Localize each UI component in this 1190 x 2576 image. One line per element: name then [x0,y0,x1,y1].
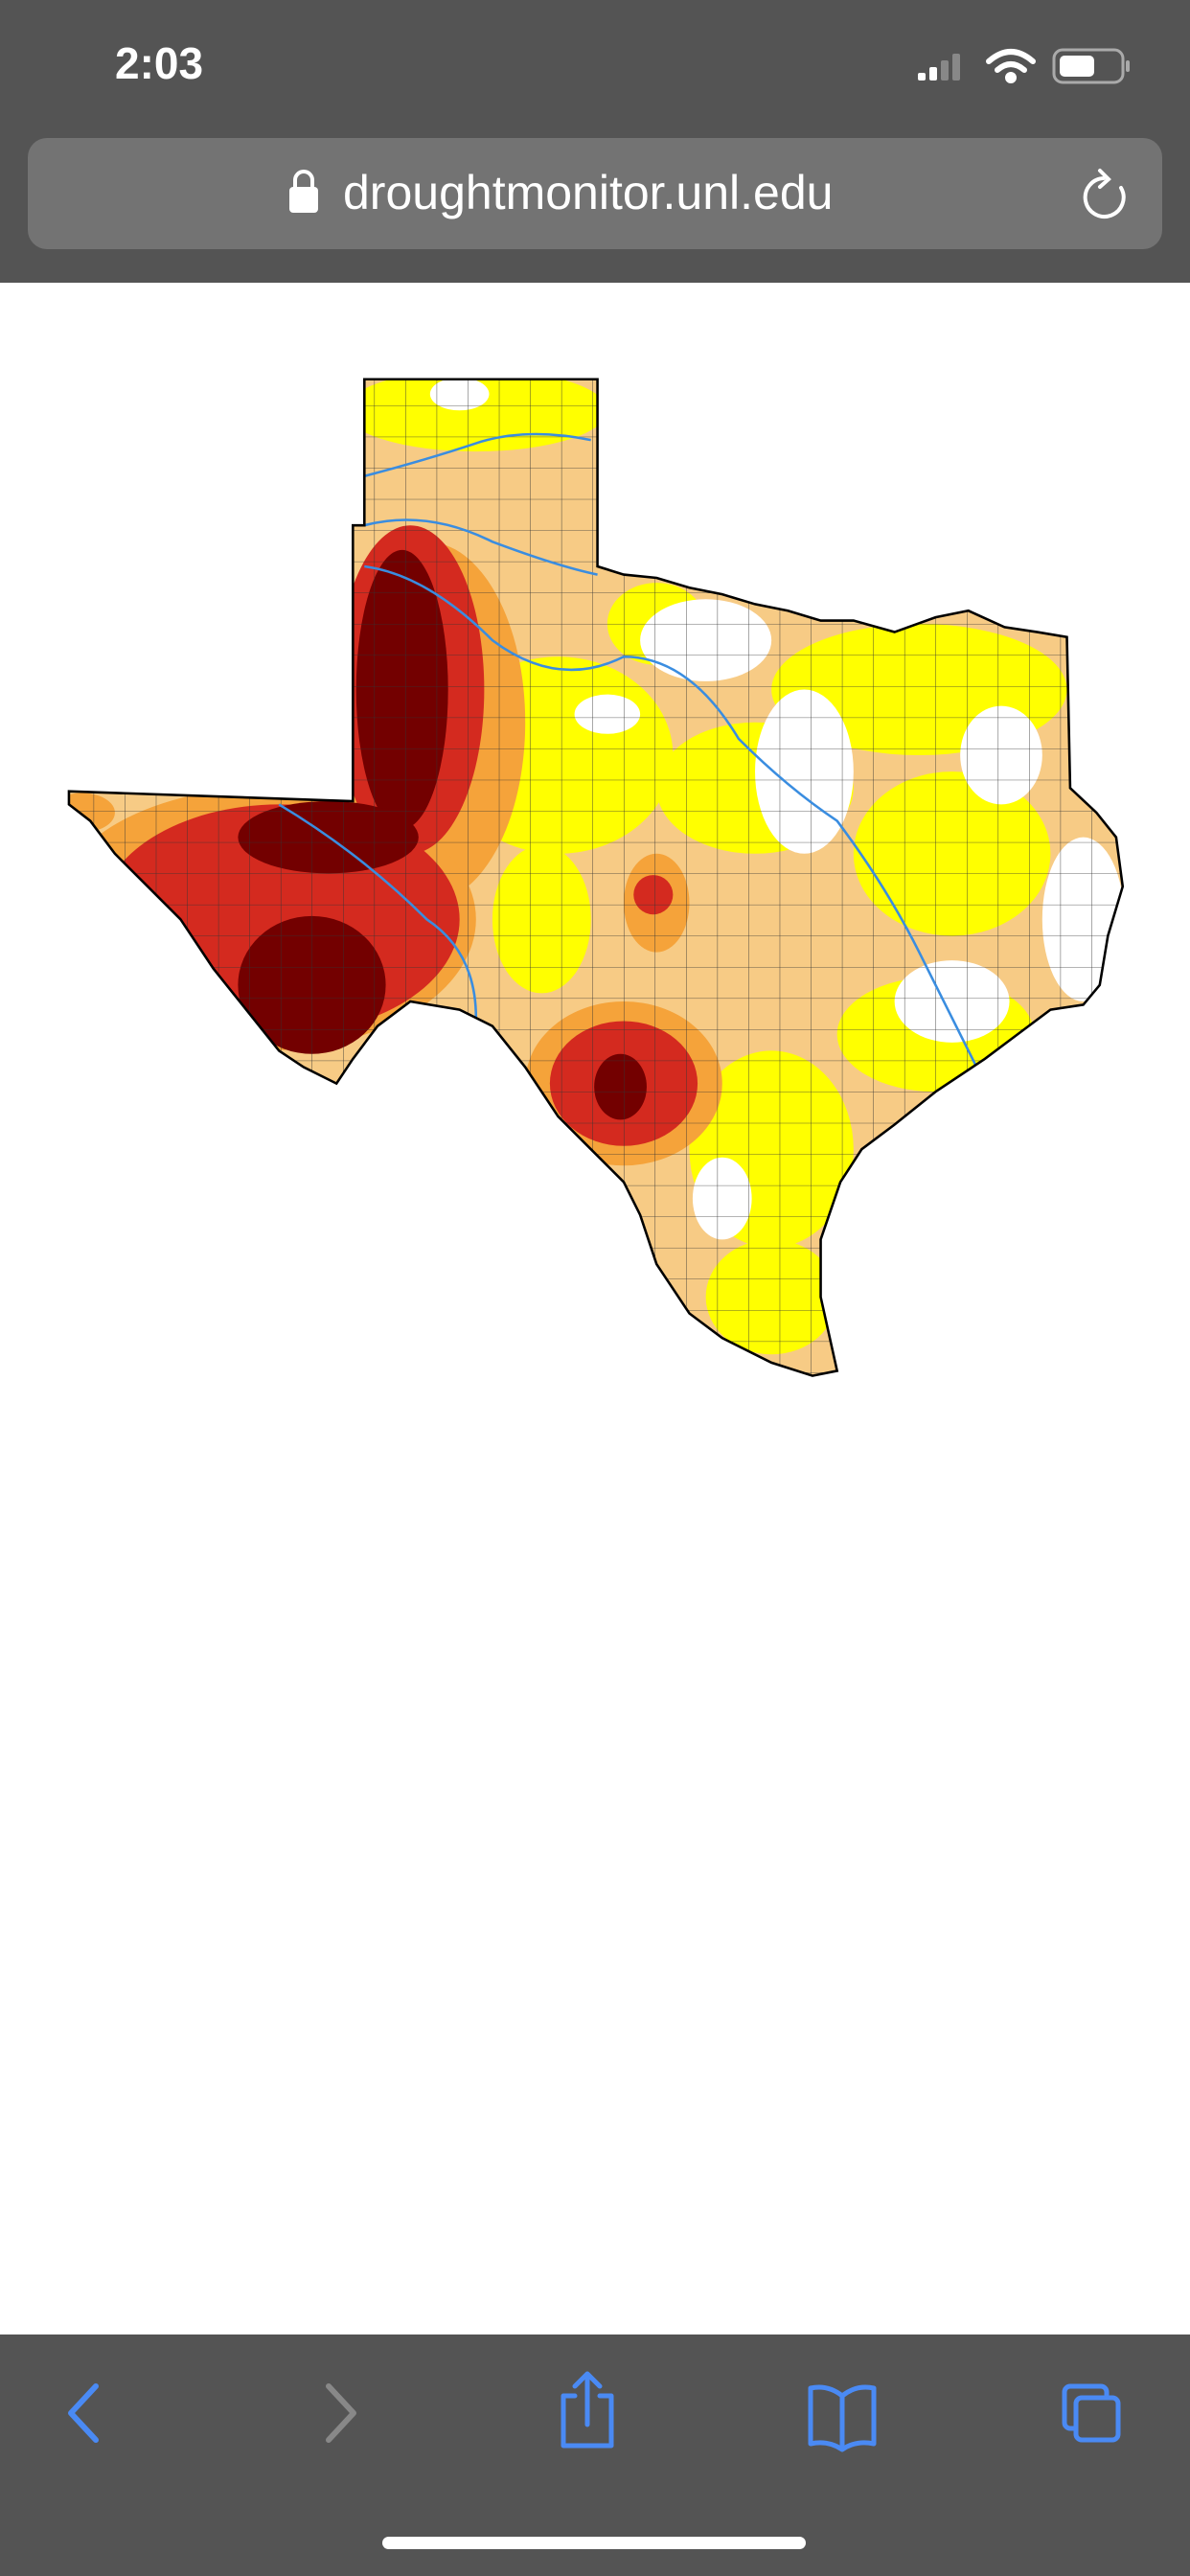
bookmarks-button[interactable] [808,2384,877,2452]
forward-button[interactable] [326,2383,356,2443]
lock-icon [289,170,318,213]
status-time: 2:03 [115,38,203,88]
browser-toolbar [0,2334,1190,2576]
signal-icon [918,54,960,80]
tabs-button[interactable] [1062,2383,1121,2443]
back-button[interactable] [68,2383,99,2443]
battery-icon [1052,48,1130,84]
reload-button[interactable] [1083,169,1126,218]
wifi-icon [986,49,1036,83]
home-indicator [382,2537,806,2549]
address-bar[interactable] [28,138,1162,249]
url-text: droughtmonitor.unl.edu [343,166,833,219]
share-button[interactable] [561,2371,614,2449]
drought-map [67,378,1125,1377]
